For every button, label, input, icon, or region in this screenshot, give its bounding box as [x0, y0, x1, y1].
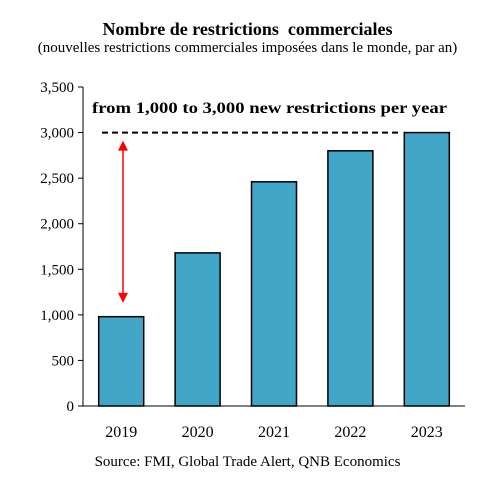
- x-tick-label: 2021: [258, 424, 290, 441]
- bar-2021: [250, 181, 298, 407]
- bar-2020: [174, 252, 221, 407]
- bar-2023: [403, 131, 451, 407]
- y-tick-label: 3,000: [40, 126, 74, 142]
- y-axis: 0 500 1,000 1,500 2,000 2,500 3,000 3,500: [40, 80, 84, 415]
- y-tick-label: 2,500: [40, 171, 74, 187]
- annotation-text: from 1,000 to 3,000 new restrictions per…: [92, 100, 447, 117]
- y-tick-label: 3,500: [40, 80, 74, 96]
- y-tick-label: 0: [67, 399, 75, 415]
- red-arrow-head-up: [118, 140, 128, 151]
- y-tick-label: 2,000: [40, 217, 74, 233]
- bar-2019: [97, 315, 145, 407]
- x-axis: 2019 2020 2021 2022 2023: [83, 405, 465, 441]
- bar-2022: [327, 150, 374, 407]
- y-tick-label: 500: [52, 353, 75, 369]
- red-arrow-head-down: [118, 292, 128, 303]
- x-tick-label: 2019: [105, 424, 137, 441]
- chart-source: Source: FMI, Global Trade Alert, QNB Eco…: [94, 454, 401, 470]
- x-tick-label: 2023: [411, 424, 443, 441]
- y-tick-label: 1,000: [40, 308, 74, 324]
- x-tick-label: 2020: [182, 424, 214, 441]
- chart-subtitle: (nouvelles restrictions commerciales imp…: [37, 40, 458, 56]
- chart-title: Nombre de restrictions commerciales: [102, 19, 393, 39]
- y-tick-label: 1,500: [40, 262, 74, 278]
- x-tick-label: 2022: [334, 424, 366, 441]
- bars: [97, 131, 451, 407]
- annotation: from 1,000 to 3,000 new restrictions per…: [92, 100, 447, 303]
